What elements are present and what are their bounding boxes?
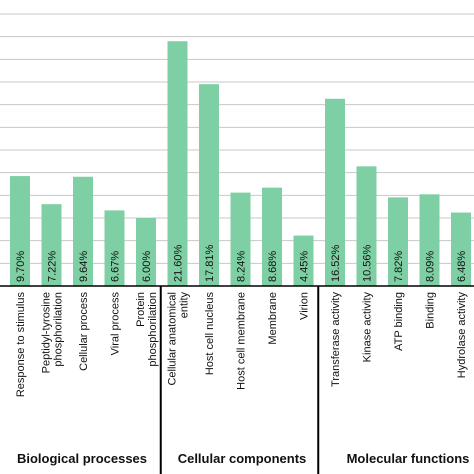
bar <box>325 98 345 286</box>
tick-label: Proteinphosphorilation <box>135 292 159 367</box>
bar <box>167 41 188 287</box>
data-label: 4.45% <box>299 251 311 282</box>
data-label: 7.22% <box>47 251 59 282</box>
bar <box>136 218 156 286</box>
data-label: 16.52% <box>330 244 342 282</box>
group-label: Biological processes <box>17 451 147 466</box>
bar <box>388 197 408 286</box>
bar <box>356 166 377 286</box>
data-label: 17.81% <box>204 244 216 282</box>
data-label: 7.82% <box>393 251 405 282</box>
tick-label: Membrane <box>267 292 279 345</box>
data-label: 10.56% <box>362 244 374 282</box>
bar <box>73 176 93 286</box>
data-label: 6.00% <box>141 251 153 282</box>
group-label: Molecular functions <box>347 451 470 466</box>
value-labels: 9.70% 7.22% 9.64% 6.67% 6.00% 21.60% 17.81% 8.2… <box>15 244 468 282</box>
bar <box>451 212 471 286</box>
data-label: 8.68% <box>267 251 279 282</box>
category-labels: Response to stimulus Peptidyl-tyrosinepho… <box>15 292 468 398</box>
bar <box>10 176 30 286</box>
bar <box>104 210 125 286</box>
tick-label: Cellular anatomicalentity <box>167 292 191 386</box>
bar <box>262 187 282 286</box>
bar <box>230 192 251 286</box>
tick-label: Kinase activity <box>362 292 374 363</box>
tick-label: Hydrolase activity <box>456 292 468 379</box>
data-label: 21.60% <box>173 244 185 282</box>
x-axis <box>0 285 474 474</box>
data-label: 9.64% <box>78 251 90 282</box>
bars <box>10 41 471 287</box>
bar <box>199 84 219 286</box>
tick-label: Binding <box>425 292 437 329</box>
tick-label: Response to stimulus <box>15 292 27 398</box>
bar <box>41 204 62 286</box>
tick-label: Viral process <box>110 292 122 356</box>
group-label: Cellular components <box>178 451 307 466</box>
tick-label: Cellular process <box>78 292 90 371</box>
tick-label: Transferase activity <box>330 292 342 387</box>
tick-label: Peptidyl-tyrosinephosphorilation <box>41 292 65 373</box>
tick-label: Host cell nucleus <box>204 292 216 376</box>
bar <box>419 194 440 286</box>
tick-label: ATP binding <box>393 292 405 351</box>
bar <box>293 235 314 286</box>
data-label: 9.70% <box>15 251 27 282</box>
data-label: 8.24% <box>236 251 248 282</box>
data-label: 6.67% <box>110 251 122 282</box>
data-label: 8.09% <box>425 251 437 282</box>
group-labels: Biological processes Cellular components M… <box>17 451 469 466</box>
tick-label: Virion <box>299 292 311 320</box>
tick-label: Host cell membrane <box>236 292 248 390</box>
data-label: 6.48% <box>456 251 468 282</box>
